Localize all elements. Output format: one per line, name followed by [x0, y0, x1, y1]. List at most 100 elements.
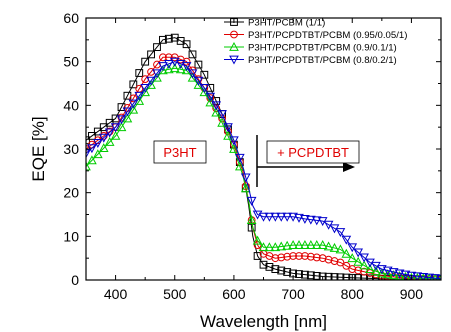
series-4-point: [376, 265, 387, 275]
series-3-point: [311, 240, 322, 249]
series-3-point: [323, 241, 334, 251]
series-3-point: [92, 149, 103, 159]
series-4-point: [246, 196, 257, 206]
x-tick-label: 600: [222, 286, 246, 302]
series-1-point: [153, 43, 161, 52]
series-4-point: [436, 274, 441, 280]
x-axis-label: Wavelength [nm]: [200, 312, 327, 331]
series-1-point: [129, 80, 138, 89]
series-2-point: [354, 266, 363, 275]
series-2-point: [330, 257, 339, 265]
series-3-point: [217, 117, 227, 127]
series-3-point: [122, 113, 133, 123]
y-tick-label: 10: [63, 228, 79, 244]
series-3-point: [413, 273, 422, 280]
series-3-point: [382, 269, 393, 279]
series-2-point: [301, 252, 309, 260]
series-4-point: [217, 110, 227, 120]
pcpdtbt-label: + PCPDTBT: [277, 145, 349, 160]
series-3-point: [229, 143, 239, 153]
series-4-point: [311, 216, 322, 226]
series-2-point: [318, 254, 327, 263]
x-tick-label: 400: [104, 286, 128, 302]
series-1-point: [354, 274, 363, 280]
series-4-point: [347, 243, 358, 253]
series-1-point: [330, 273, 339, 280]
series-1-point: [105, 118, 114, 127]
p3ht-label: P3HT: [163, 145, 196, 160]
series-4-point: [128, 99, 139, 109]
legend-marker: [230, 18, 238, 26]
series-4-point: [359, 253, 369, 263]
series-4-point: [258, 212, 269, 222]
series-3-point: [258, 242, 269, 252]
legend: P3HT/PCBM (1/1)P3HT/PCPDTBT/PCBM (0.95/0…: [224, 18, 407, 66]
series-3-point: [240, 183, 251, 193]
series-3-point: [407, 272, 416, 280]
series-3-point: [246, 215, 257, 225]
legend-marker: [229, 55, 239, 65]
series-1-point: [301, 270, 309, 279]
series-4-point: [116, 115, 127, 125]
series-4-point: [158, 62, 168, 72]
series-4-point: [234, 153, 245, 163]
series-3-point: [300, 240, 310, 249]
series-4-point: [181, 62, 192, 72]
series-3-point: [335, 244, 346, 254]
series-4-point: [424, 273, 435, 280]
series-4-point: [353, 248, 364, 258]
series-1-point: [182, 40, 191, 49]
series-4: [86, 57, 441, 280]
series-1-point: [159, 35, 167, 44]
series-2-point: [312, 253, 321, 262]
series-1-point: [259, 260, 268, 269]
series-4-point: [87, 144, 97, 154]
series-3-point: [294, 240, 304, 249]
legend-marker: [229, 41, 239, 51]
series-4-point: [229, 136, 239, 146]
series-1-point: [366, 274, 374, 280]
axes: 400 500 600 700 800 900 0 10 20 30 40 50 60: [63, 10, 442, 302]
series-3-point: [305, 240, 316, 249]
y-axis-label: EQE [%]: [29, 116, 48, 181]
series-3-point: [359, 260, 369, 270]
series-2-point: [159, 53, 167, 62]
series-3-point: [341, 248, 352, 258]
series-3-point: [223, 130, 233, 140]
series-3-point: [270, 242, 281, 252]
legend-label: P3HT/PCPDTBT/PCBM (0.9/0.1/1): [248, 43, 397, 54]
series-4-point: [92, 138, 103, 148]
series-1-point: [277, 266, 286, 275]
series-1-point: [147, 50, 155, 59]
series-1-point: [265, 263, 274, 271]
series-1-point: [336, 273, 345, 280]
series-1-point: [117, 103, 126, 111]
series-1-point: [312, 271, 321, 280]
series-1-point: [135, 69, 144, 77]
series-2-point: [336, 258, 345, 267]
series-4-point: [382, 266, 393, 276]
series-2-point: [182, 57, 191, 66]
legend-label: P3HT/PCPDTBT/PCBM (0.95/0.05/1): [248, 30, 407, 41]
series-3-point: [376, 268, 387, 278]
series-3-point: [110, 130, 121, 140]
series-4-point: [146, 76, 156, 86]
series-3-point: [234, 161, 245, 171]
series-3-point: [365, 264, 375, 273]
series-1-point: [86, 136, 90, 145]
series-4-point: [394, 269, 405, 279]
series-1-point: [188, 50, 197, 59]
series-4-point: [288, 212, 298, 222]
series-1-point: [141, 57, 150, 66]
series-2-point: [271, 254, 280, 263]
legend-entry-1: P3HT/PCBM (1/1): [224, 18, 325, 29]
series-4-point: [223, 123, 233, 133]
series-2-point: [342, 261, 351, 270]
y-tick-label: 30: [63, 141, 79, 157]
series-3-point: [371, 266, 381, 276]
series-4-point: [140, 83, 151, 93]
series-1-point: [164, 34, 173, 43]
series-4-point: [270, 212, 281, 222]
series-2-line: [86, 56, 441, 280]
